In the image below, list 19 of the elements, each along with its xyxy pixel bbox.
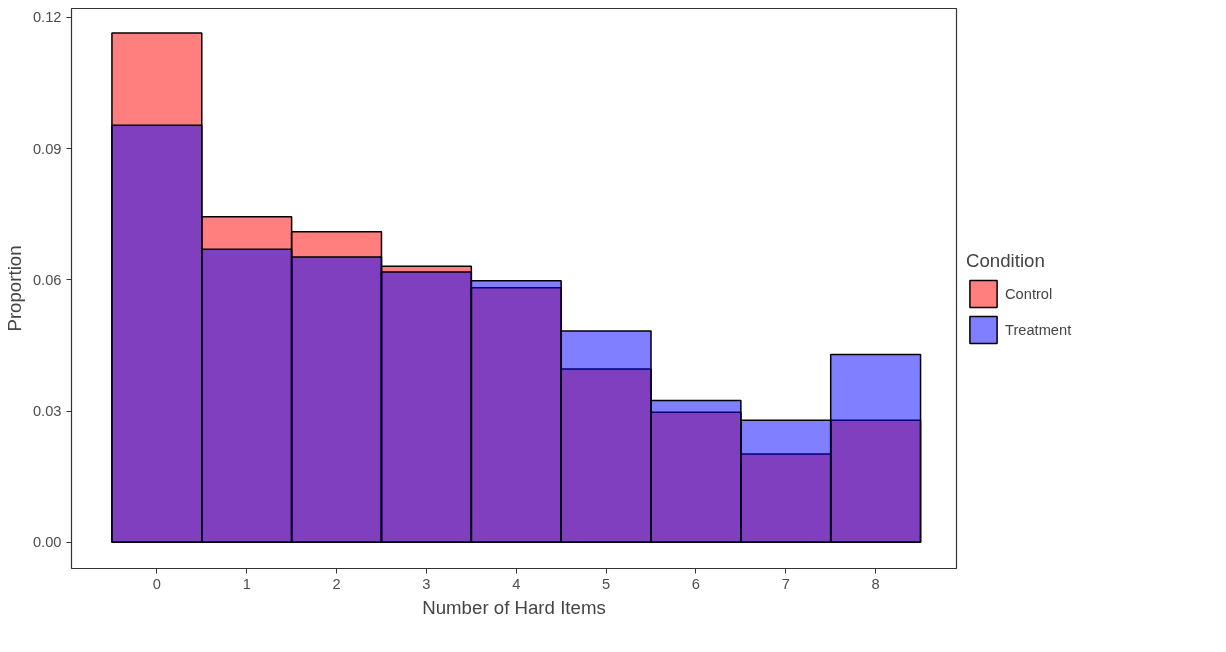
x-tick-label: 2	[332, 575, 341, 592]
x-tick-label: 6	[691, 575, 701, 592]
legend-label: Control	[1005, 285, 1053, 302]
legend-label: Treatment	[1005, 321, 1072, 338]
x-tick-label: 7	[781, 575, 790, 592]
x-axis-title: Number of Hard Items	[422, 596, 606, 618]
y-tick-label: 0.06	[32, 271, 62, 288]
y-tick-label: 0.03	[32, 403, 62, 419]
x-tick-label: 5	[602, 575, 611, 592]
x-tick-label: 0	[152, 575, 161, 592]
x-tick-label: 3	[422, 575, 431, 592]
x-tick-label: 8	[871, 575, 880, 592]
legend-title: Condition	[966, 249, 1046, 272]
y-tick-label: 0.12	[32, 9, 62, 26]
y-tick-label: 0.09	[32, 140, 62, 157]
x-tick-label: 1	[242, 575, 251, 592]
y-axis-title: Proportion	[3, 245, 25, 332]
x-tick-label: 4	[512, 575, 521, 592]
y-tick-label: 0.00	[32, 534, 62, 551]
